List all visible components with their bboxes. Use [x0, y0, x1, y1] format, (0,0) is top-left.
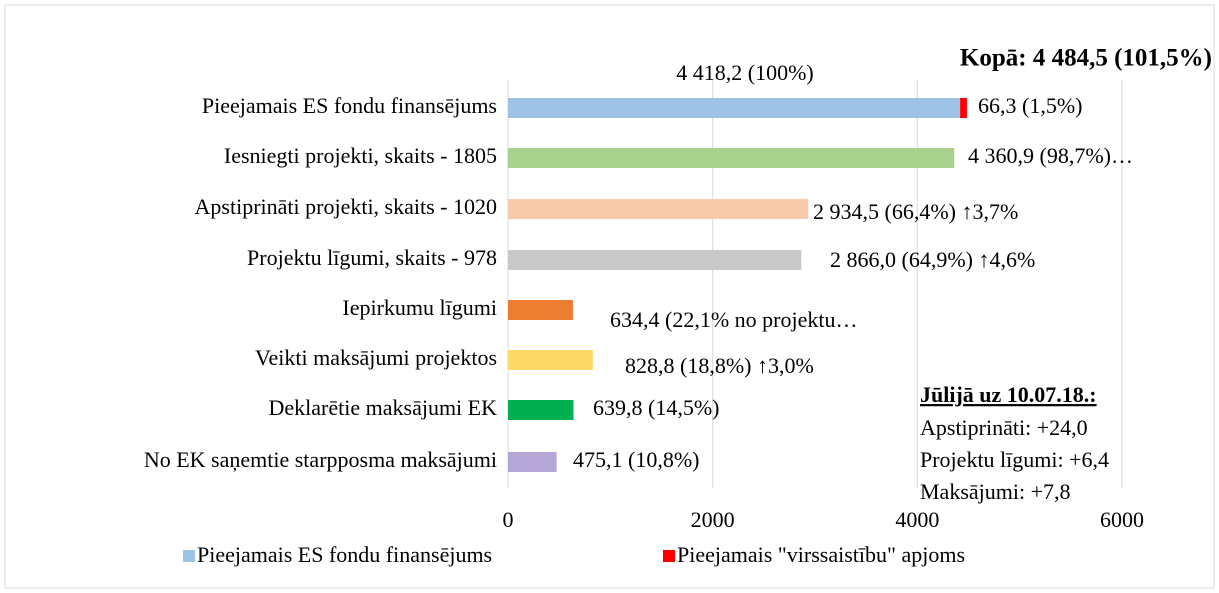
bar — [508, 98, 961, 118]
data-label: 4 418,2 (100%) — [676, 60, 813, 85]
data-label: 2 866,0 (64,9%) ↑4,6% — [830, 247, 1035, 272]
bar — [960, 98, 967, 118]
note-line: Projektu līgumi: +6,4 — [920, 447, 1109, 472]
legend-label: Pieejamais "virssaistību" apjoms — [677, 542, 965, 567]
data-label: 2 934,5 (66,4%) ↑3,7% — [813, 199, 1018, 224]
x-tick-label: 0 — [503, 507, 514, 532]
bar — [508, 300, 573, 320]
data-label: 475,1 (10,8%) — [573, 447, 699, 472]
bar — [508, 148, 955, 168]
bar — [508, 400, 574, 420]
legend-swatch — [663, 550, 675, 562]
y-tick-label: Apstiprināti projekti, skaits - 1020 — [195, 194, 497, 219]
y-tick-label: Veikti maksājumi projektos — [255, 345, 497, 370]
x-tick-label: 6000 — [1100, 507, 1144, 532]
y-tick-label: Projektu līgumi, skaits - 978 — [247, 245, 497, 270]
bar — [508, 199, 809, 219]
y-tick-label: No EK saņemtie starpposma maksājumi — [144, 447, 497, 472]
total-label: Kopā: 4 484,5 (101,5%) — [960, 45, 1212, 72]
y-tick-label: Iepirkumu līgumi — [342, 295, 497, 320]
legend-swatch — [183, 550, 195, 562]
y-tick-label: Deklarētie maksājumi EK — [269, 395, 498, 420]
x-tick-label: 2000 — [691, 507, 735, 532]
bar — [508, 350, 593, 370]
data-label: 4 360,9 (98,7%)… — [968, 143, 1133, 168]
bar — [508, 452, 557, 472]
legend-label: Pieejamais ES fondu finansējums — [197, 542, 492, 567]
note-title: Jūlijā uz 10.07.18.: — [920, 382, 1097, 407]
data-label: 828,8 (18,8%) ↑3,0% — [625, 353, 814, 378]
y-tick-label: Pieejamais ES fondu finansējums — [202, 93, 497, 118]
data-label: 639,8 (14,5%) — [593, 395, 719, 420]
data-label: 66,3 (1,5%) — [978, 93, 1082, 118]
y-tick-label: Iesniegti projekti, skaits - 1805 — [224, 143, 497, 168]
data-label: 634,4 (22,1% no projektu… — [610, 307, 857, 332]
bar — [508, 250, 802, 270]
note-line: Apstiprināti: +24,0 — [920, 415, 1088, 440]
x-tick-label: 4000 — [895, 507, 939, 532]
note-line: Maksājumi: +7,8 — [920, 479, 1071, 504]
